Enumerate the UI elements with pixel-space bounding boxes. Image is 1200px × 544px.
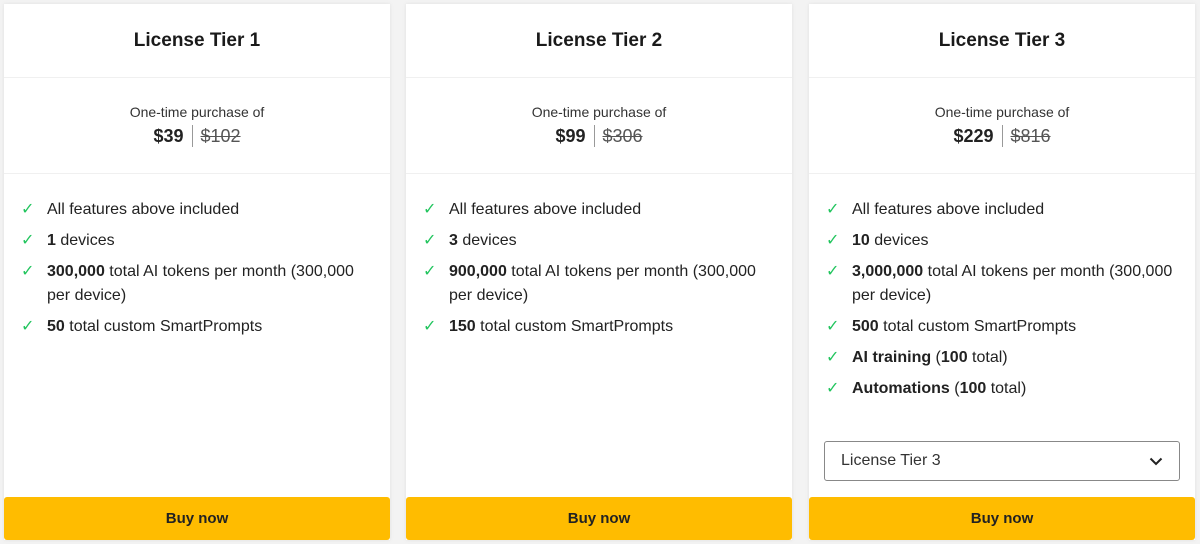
feature-item: ✓ 150 total custom SmartPrompts [423,315,792,339]
feature-item: ✓ 500 total custom SmartPrompts [826,315,1195,339]
check-icon: ✓ [21,232,35,249]
feature-item: ✓ 3,000,000 total AI tokens per month (30… [826,260,1195,307]
feature-text: devices [457,232,517,249]
feature-text: 300,000 [47,263,105,280]
card-title: License Tier 1 [4,4,390,78]
feature-text: 1 [47,232,56,249]
feature-text: Automations [852,379,950,397]
feature-text: total custom SmartPrompts [878,317,1077,335]
feature-text: 10 [852,232,870,249]
feature-text: total) [986,379,1027,397]
check-icon: ✓ [423,317,437,335]
original-price: $306 [602,125,643,146]
feature-text: total AI tokens per month (300,000 per d… [449,263,756,304]
feature-text: devices [869,232,929,249]
feature-text: 50 [47,317,65,335]
check-icon: ✓ [423,232,437,249]
price-label: One-time purchase of [934,104,1070,120]
feature-item: ✓ All features above included [21,198,390,222]
buy-now-button[interactable]: Buy now [809,497,1195,540]
feature-text: All features above included [47,201,240,218]
feature-text: 100 [940,348,968,366]
check-icon: ✓ [21,201,35,218]
feature-text: 100 [959,379,987,397]
current-price: $39 [153,125,193,147]
check-icon: ✓ [826,317,840,335]
feature-text: total) [967,348,1008,366]
check-icon: ✓ [826,379,840,397]
feature-list: ✓ All features above included ✓ 10 devices ✓… [809,174,1195,400]
feature-item: ✓ 900,000 total AI tokens per month (300,… [423,260,792,307]
price-section: One-time purchase of $229 $816 [809,78,1195,174]
feature-text: total AI tokens per month (300,000 per d… [852,263,1173,304]
feature-text: total custom SmartPrompts [64,317,263,335]
feature-text: ( [949,379,960,397]
check-icon: ✓ [423,201,437,218]
feature-item: ✓ All features above included [826,198,1195,222]
tier-select[interactable]: License Tier 3 [824,441,1180,481]
feature-item: ✓ 50 total custom SmartPrompts [21,315,390,339]
feature-text: AI training [852,348,932,366]
check-icon: ✓ [21,317,35,335]
feature-item: ✓ 10 devices [826,229,1195,253]
pricing-card-tier-2: License Tier 2 One-time purchase of $99 $… [406,4,792,540]
check-icon: ✓ [826,232,840,249]
feature-list: ✓ All features above included ✓ 1 devices ✓ 3… [4,174,390,338]
price-section: One-time purchase of $39 $102 [4,78,390,174]
buy-now-button[interactable]: Buy now [406,497,792,540]
price-label: One-time purchase of [531,104,667,120]
feature-text: All features above included [852,201,1045,218]
price-section: One-time purchase of $99 $306 [406,78,792,174]
pricing-card-tier-1: License Tier 1 One-time purchase of $39 $… [4,4,390,540]
original-price: $102 [200,125,241,146]
feature-text: 500 [852,317,879,335]
feature-text: total AI tokens per month (300,000 per d… [47,263,354,304]
card-title: License Tier 2 [406,4,792,78]
original-price: $816 [1010,125,1051,146]
check-icon: ✓ [826,263,840,280]
check-icon: ✓ [21,263,35,280]
current-price: $229 [953,125,1003,147]
feature-item: ✓ AI training (100 total) [826,346,1195,370]
price-label: One-time purchase of [129,104,265,120]
feature-text: 3,000,000 [852,263,924,280]
buy-now-button[interactable]: Buy now [4,497,390,540]
chevron-down-icon [1149,457,1163,465]
current-price: $99 [555,125,595,147]
feature-text: 150 [449,317,476,335]
feature-text: ( [931,348,941,366]
tier-select-value: License Tier 3 [841,452,941,469]
feature-item: ✓ All features above included [423,198,792,222]
card-title: License Tier 3 [809,4,1195,78]
feature-item: ✓ 300,000 total AI tokens per month (300,… [21,260,390,307]
feature-text: total custom SmartPrompts [475,317,674,335]
check-icon: ✓ [826,348,840,366]
feature-list: ✓ All features above included ✓ 3 devices ✓ 9… [406,174,792,338]
feature-text: 3 [449,232,458,249]
feature-item: ✓ Automations (100 total) [826,377,1195,401]
feature-text: 900,000 [449,263,507,280]
feature-text: devices [55,232,115,249]
feature-item: ✓ 1 devices [21,229,390,253]
check-icon: ✓ [423,263,437,280]
check-icon: ✓ [826,201,840,218]
pricing-card-tier-3: License Tier 3 One-time purchase of $229… [809,4,1195,540]
feature-text: All features above included [449,201,642,218]
feature-item: ✓ 3 devices [423,229,792,253]
